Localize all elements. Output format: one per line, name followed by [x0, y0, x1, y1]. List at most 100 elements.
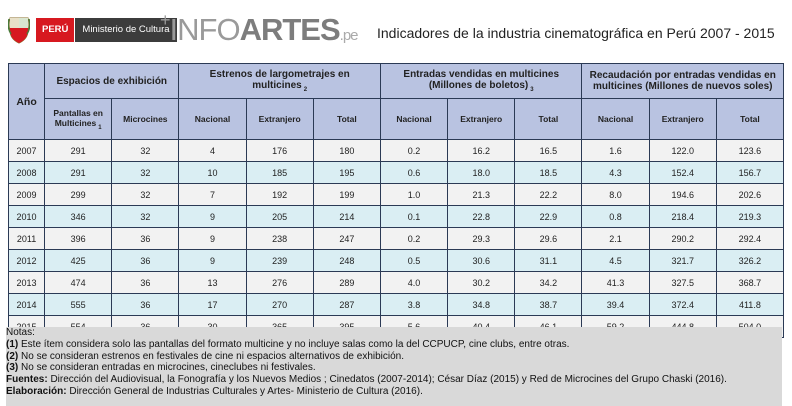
table-cell: 22.2 — [514, 183, 583, 206]
table-cell: 0.2 — [379, 227, 449, 250]
table-cell: 0.1 — [379, 205, 449, 228]
entradas-line1: Entradas vendidas en multicines — [403, 69, 560, 80]
table-cell: 38.7 — [514, 293, 583, 316]
table-cell: 290.2 — [648, 227, 717, 250]
entradas-line2: (Millones de boletos) — [428, 80, 529, 91]
table-cell: 276 — [245, 271, 314, 294]
table-cell: 474 — [44, 271, 113, 294]
infoartes-plus: + — [160, 10, 170, 30]
table-cell: 18.0 — [447, 161, 516, 184]
group-header-estrenos: Estrenos de largometrajes en multicines 2 — [178, 63, 381, 99]
table-cell: 17 — [178, 293, 247, 316]
subheader-extranjero: Extranjero — [447, 98, 516, 140]
note-1: (1) Este ítem considera solo las pantall… — [6, 339, 782, 351]
table-cell: 0.6 — [379, 161, 449, 184]
estrenos-line1: Estrenos de largometrajes en — [209, 69, 350, 80]
table-cell: 31.1 — [514, 249, 583, 272]
table-cell: 2009 — [7, 183, 46, 206]
table-cell: 194.6 — [648, 183, 717, 206]
table-cell: 16.5 — [514, 139, 583, 162]
table-row: 2009 299 32 7 192 199 1.0 21.3 22.2 8.0 194.6 202.6 — [7, 183, 785, 206]
table-cell: 299 — [44, 183, 113, 206]
logo-ministry-text: Ministerio de Cultura — [75, 18, 177, 42]
table-cell: 32 — [111, 183, 180, 206]
table-row: 2008 291 32 10 185 195 0.6 18.0 18.5 4.3 152.4 156.… — [7, 161, 785, 184]
table-cell: 202.6 — [715, 183, 785, 206]
table-cell: 1.6 — [581, 139, 650, 162]
table-cell: 321.7 — [648, 249, 717, 272]
table-cell: 30.6 — [447, 249, 516, 272]
infoartes-artes: ARTES — [239, 12, 341, 47]
table-cell: 9 — [178, 205, 247, 228]
ministry-logo: PERÚ Ministerio de Cultura — [36, 18, 177, 42]
table-cell: 192 — [245, 183, 314, 206]
sources-text: Dirección del Audiovisual, la Fonografía… — [47, 374, 727, 386]
table-cell: 218.4 — [648, 205, 717, 228]
table-cell: 238 — [245, 227, 314, 250]
table-cell: 3.8 — [379, 293, 449, 316]
table-cell: 36 — [111, 227, 180, 250]
page-header: PERÚ Ministerio de Cultura +INFOARTES.pe… — [0, 0, 792, 62]
table-cell: 9 — [178, 227, 247, 250]
table-cell: 2010 — [7, 205, 46, 228]
coat-of-arms-icon — [8, 17, 30, 44]
table-cell: 368.7 — [715, 271, 785, 294]
table-cell: 2008 — [7, 161, 46, 184]
table-cell: 152.4 — [648, 161, 717, 184]
subheader-total: Total — [715, 98, 785, 140]
table-cell: 4 — [178, 139, 247, 162]
estrenos-note: 2 — [303, 87, 308, 93]
table-cell: 156.7 — [715, 161, 785, 184]
table-cell: 411.8 — [715, 293, 785, 316]
sources-note: Fuentes: Dirección del Audiovisual, la F… — [6, 374, 782, 386]
table-cell: 7 — [178, 183, 247, 206]
pantallas-line1: Pantallas en — [53, 108, 103, 118]
note-1-label: (1) — [6, 338, 19, 350]
table-cell: 555 — [44, 293, 113, 316]
table-cell: 4.5 — [581, 249, 650, 272]
notes-section: Notas: (1) Este ítem considera solo las … — [6, 327, 782, 406]
table-cell: 10 — [178, 161, 247, 184]
table-cell: 2011 — [7, 227, 46, 250]
table-cell: 2013 — [7, 271, 46, 294]
table-cell: 346 — [44, 205, 113, 228]
table-cell: 16.2 — [447, 139, 516, 162]
table-row: 2014 555 36 17 270 287 3.8 34.8 38.7 39.4 372.4 411… — [7, 293, 785, 316]
table-cell: 32 — [111, 205, 180, 228]
table-cell: 36 — [111, 249, 180, 272]
table-cell: 29.3 — [447, 227, 516, 250]
table-cell: 4.0 — [379, 271, 449, 294]
table-cell: 21.3 — [447, 183, 516, 206]
table-cell: 32 — [111, 161, 180, 184]
note-3-label: (3) — [6, 362, 19, 374]
table-cell: 122.0 — [648, 139, 717, 162]
table-cell: 2007 — [7, 139, 46, 162]
note-3-text: No se consideran entradas en microcines,… — [18, 362, 316, 374]
table-cell: 30.2 — [447, 271, 516, 294]
table-cell: 326.2 — [715, 249, 785, 272]
table-cell: 219.3 — [715, 205, 785, 228]
note-2-label: (2) — [6, 350, 19, 362]
table-body: 2007 291 32 4 176 180 0.2 16.2 16.5 1.6 122.0 123.6… — [7, 139, 785, 338]
group-header-entradas: Entradas vendidas en multicines (Millone… — [379, 63, 583, 99]
table-cell: 195 — [312, 161, 381, 184]
table-cell: 205 — [245, 205, 314, 228]
table-cell: 29.6 — [514, 227, 583, 250]
table-cell: 4.3 — [581, 161, 650, 184]
page-title: Indicadores de la industria cinematográf… — [377, 25, 775, 41]
table-cell: 9 — [178, 249, 247, 272]
indicators-table: Año Espacios de exhibición Estrenos de l… — [7, 63, 785, 338]
table-cell: 176 — [245, 139, 314, 162]
table-cell: 287 — [312, 293, 381, 316]
note-2: (2) No se consideran estrenos en festiva… — [6, 351, 782, 363]
subheader-extranjero: Extranjero — [648, 98, 717, 140]
subheader-nacional: Nacional — [379, 98, 449, 140]
table-cell: 214 — [312, 205, 381, 228]
table-row: 2007 291 32 4 176 180 0.2 16.2 16.5 1.6 122.0 123.6 — [7, 139, 785, 162]
subheader-microcines: Microcines — [111, 98, 180, 140]
table-cell: 247 — [312, 227, 381, 250]
notes-title: Notas: — [6, 327, 35, 338]
table-cell: 18.5 — [514, 161, 583, 184]
table-cell: 292.4 — [715, 227, 785, 250]
infoartes-pe: .pe — [339, 27, 359, 44]
